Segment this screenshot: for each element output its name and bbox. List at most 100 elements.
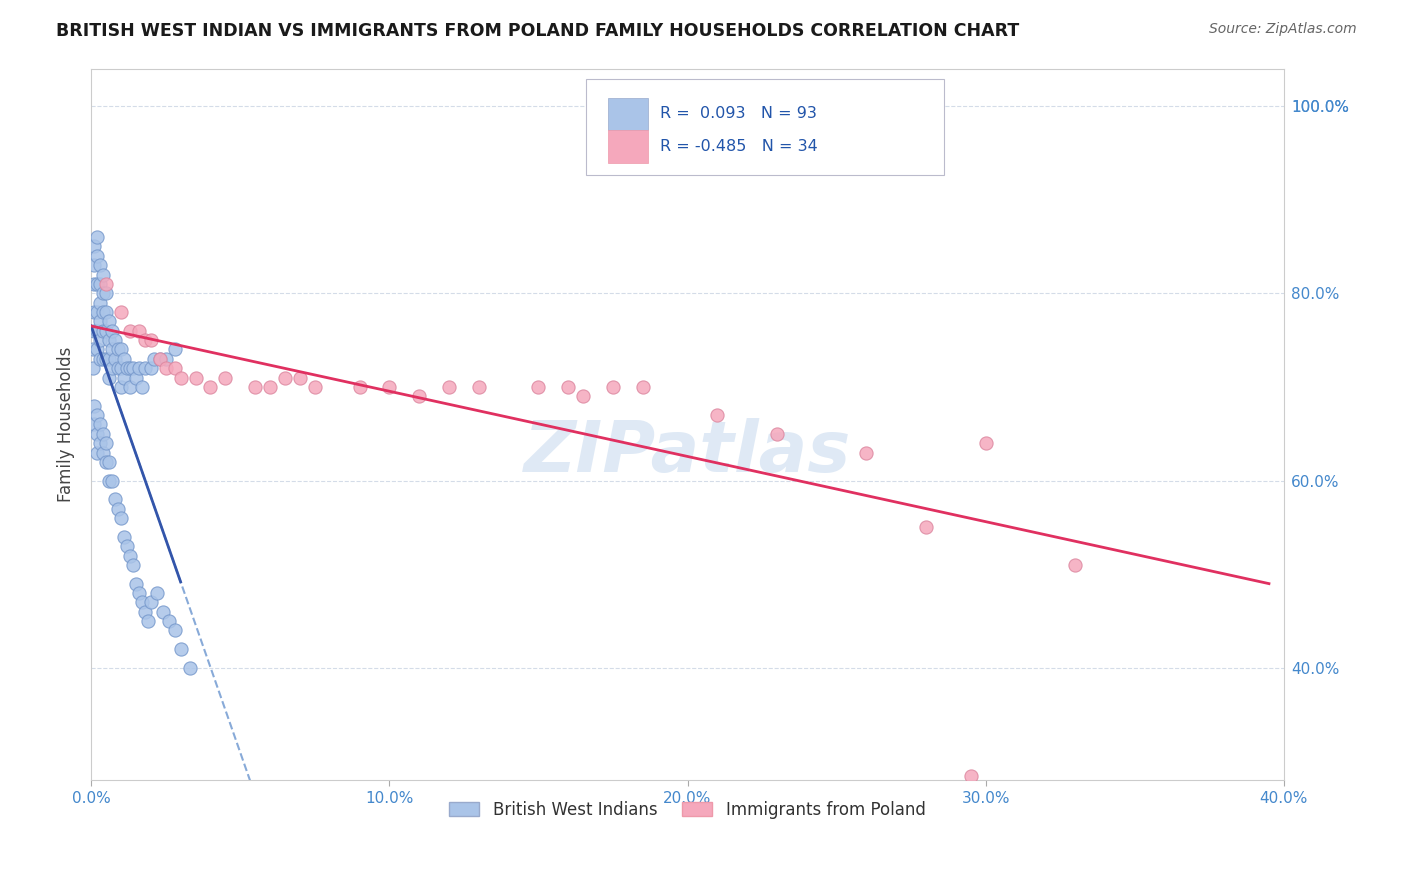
Point — [89, 277, 111, 291]
Point — [149, 351, 172, 366]
FancyBboxPatch shape — [586, 79, 943, 176]
Point — [437, 380, 460, 394]
Point — [179, 661, 201, 675]
Point — [155, 361, 177, 376]
Point — [378, 380, 401, 394]
Point — [118, 549, 141, 563]
Point — [104, 333, 127, 347]
Point — [98, 474, 121, 488]
Point — [1064, 558, 1087, 572]
Point — [145, 586, 167, 600]
Point — [91, 351, 114, 366]
Point — [83, 239, 105, 253]
Point — [112, 530, 135, 544]
Point — [83, 324, 105, 338]
Point — [131, 380, 153, 394]
Point — [169, 370, 191, 384]
Point — [131, 595, 153, 609]
Point — [94, 351, 117, 366]
Point — [122, 558, 145, 572]
Point — [91, 324, 114, 338]
Point — [89, 351, 111, 366]
Point — [94, 286, 117, 301]
Point — [82, 343, 104, 357]
Point — [98, 333, 121, 347]
Point — [110, 380, 132, 394]
Point — [83, 277, 105, 291]
Point — [134, 333, 156, 347]
Point — [94, 455, 117, 469]
Point — [915, 520, 938, 534]
Point — [89, 258, 111, 272]
Point — [89, 295, 111, 310]
Point — [959, 769, 981, 783]
Point — [200, 380, 222, 394]
Point — [136, 614, 159, 628]
Point — [155, 351, 177, 366]
Point — [706, 408, 728, 422]
Point — [104, 492, 127, 507]
Point — [94, 324, 117, 338]
Point — [134, 361, 156, 376]
Text: ZIPatlas: ZIPatlas — [524, 418, 851, 487]
Point — [557, 380, 579, 394]
Point — [169, 642, 191, 657]
Point — [243, 380, 266, 394]
Text: R =  0.093   N = 93: R = 0.093 N = 93 — [659, 106, 817, 121]
Point — [408, 389, 430, 403]
Text: R = -0.485   N = 34: R = -0.485 N = 34 — [659, 139, 818, 154]
Point — [91, 305, 114, 319]
Point — [101, 474, 124, 488]
Point — [118, 380, 141, 394]
Point — [134, 605, 156, 619]
Point — [349, 380, 371, 394]
Point — [110, 361, 132, 376]
FancyBboxPatch shape — [607, 130, 648, 163]
Point — [86, 426, 108, 441]
Point — [86, 249, 108, 263]
Point — [83, 305, 105, 319]
Point — [89, 436, 111, 450]
Point — [104, 351, 127, 366]
Point — [89, 417, 111, 432]
Point — [91, 426, 114, 441]
Point — [139, 333, 162, 347]
Point — [184, 370, 207, 384]
Point — [128, 361, 150, 376]
Point — [118, 361, 141, 376]
Point — [94, 277, 117, 291]
Point — [163, 624, 186, 638]
Point — [631, 380, 654, 394]
Point — [112, 370, 135, 384]
Point — [89, 314, 111, 328]
Point — [110, 511, 132, 525]
Point — [89, 333, 111, 347]
Point — [110, 343, 132, 357]
Point — [98, 455, 121, 469]
Point — [118, 324, 141, 338]
Point — [83, 258, 105, 272]
Point — [107, 343, 129, 357]
Point — [128, 586, 150, 600]
Point — [115, 361, 138, 376]
Point — [157, 614, 180, 628]
Point — [86, 343, 108, 357]
Point — [86, 445, 108, 459]
Point — [149, 351, 172, 366]
Point — [602, 380, 624, 394]
Point — [86, 230, 108, 244]
Point — [91, 268, 114, 282]
Point — [468, 380, 491, 394]
Point — [91, 445, 114, 459]
Point — [139, 361, 162, 376]
Point — [128, 324, 150, 338]
FancyBboxPatch shape — [607, 97, 648, 130]
Point — [142, 351, 165, 366]
Point — [86, 408, 108, 422]
Point — [110, 305, 132, 319]
Point — [83, 399, 105, 413]
Point — [91, 286, 114, 301]
Point — [855, 445, 877, 459]
Point — [974, 436, 997, 450]
Point — [139, 595, 162, 609]
